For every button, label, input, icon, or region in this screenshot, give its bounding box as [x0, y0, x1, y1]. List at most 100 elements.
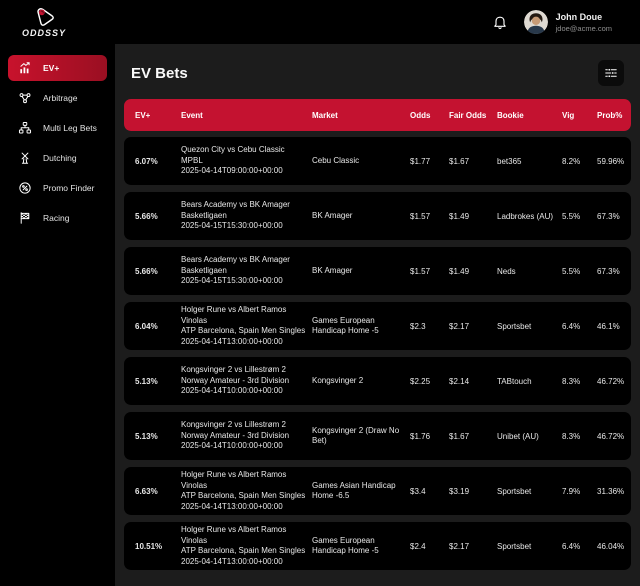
sidebar-item-label: Arbitrage — [43, 93, 78, 103]
bookie-cell: Neds — [497, 266, 516, 276]
bookie-cell: Sportsbet — [497, 486, 532, 496]
table-row[interactable]: 10.51% Holger Rune vs Albert Ramos Vinol… — [124, 522, 631, 570]
ev-cell: 5.66% — [135, 211, 158, 221]
page-title: EV Bets — [131, 64, 188, 82]
event-name: Holger Rune vs Albert Ramos Vinolas — [181, 525, 287, 545]
odds-cell: $1.57 — [410, 266, 431, 276]
event-name: Holger Rune vs Albert Ramos Vinolas — [181, 305, 287, 325]
event-cell: Kongsvinger 2 vs Lillestrøm 2 Norway Ama… — [181, 420, 312, 452]
topbar-right: John Doue jdoe@acme.com — [492, 10, 640, 34]
odds-cell: $2.3 — [410, 321, 426, 331]
prob-cell: 46.1% — [597, 321, 620, 331]
col-header-market: Market — [312, 110, 338, 120]
prob-cell: 31.36% — [597, 486, 625, 496]
col-header-event: Event — [181, 110, 203, 120]
market-cell: Cebu Classic — [312, 156, 360, 165]
market-cell: BK Amager — [312, 211, 353, 220]
prob-cell: 46.72% — [597, 376, 625, 386]
sidebar-item-promo-finder[interactable]: Promo Finder — [8, 175, 107, 201]
brand-logo[interactable]: ODDSSY — [22, 6, 66, 38]
fair-odds-cell: $1.49 — [449, 266, 470, 276]
fair-odds-cell: $1.49 — [449, 211, 470, 221]
ev-cell: 6.04% — [135, 321, 158, 331]
table-row[interactable]: 5.66% Bears Academy vs BK Amager Basketl… — [124, 192, 631, 240]
filter-settings-button[interactable] — [598, 60, 624, 86]
notifications-bell-icon[interactable] — [492, 14, 508, 30]
ev-chart-icon — [18, 61, 32, 75]
table-row[interactable]: 5.66% Bears Academy vs BK Amager Basketl… — [124, 247, 631, 295]
sidebar-item-label: Multi Leg Bets — [43, 123, 97, 133]
event-cell: Holger Rune vs Albert Ramos Vinolas ATP … — [181, 470, 312, 512]
ev-cell: 10.51% — [135, 541, 163, 551]
sliders-icon — [605, 68, 617, 78]
table-row[interactable]: 5.13% Kongsvinger 2 vs Lillestrøm 2 Norw… — [124, 412, 631, 460]
event-name: Kongsvinger 2 vs Lillestrøm 2 — [181, 420, 286, 430]
vig-cell: 8.2% — [562, 156, 581, 166]
bookie-cell: Sportsbet — [497, 321, 532, 331]
topbar: ODDSSY John Doue jdoe@acme.com — [0, 0, 640, 44]
ev-cell: 6.63% — [135, 486, 158, 496]
col-header-vig: Vig — [562, 110, 575, 120]
sidebar-item-ev-plus[interactable]: EV+ — [8, 55, 107, 81]
user-menu[interactable]: John Doue jdoe@acme.com — [523, 10, 612, 34]
event-time: 2025-04-14T13:00:00+00:00 — [181, 336, 283, 346]
event-cell: Bears Academy vs BK Amager Basketligaen … — [181, 255, 312, 287]
event-time: 2025-04-15T15:30:00+00:00 — [181, 221, 283, 231]
fair-odds-cell: $2.14 — [449, 376, 470, 386]
bookie-cell: TABtouch — [497, 376, 532, 386]
bookie-cell: Sportsbet — [497, 541, 532, 551]
avatar — [523, 10, 548, 34]
fair-odds-cell: $1.67 — [449, 156, 470, 166]
brand-name: ODDSSY — [22, 28, 67, 38]
sidebar-item-label: Promo Finder — [43, 183, 95, 193]
odds-cell: $1.57 — [410, 211, 431, 221]
oddssy-logo-icon — [37, 7, 54, 26]
prob-cell: 46.04% — [597, 541, 625, 551]
bookie-cell: Ladbrokes (AU) — [497, 211, 554, 221]
bookie-cell: bet365 — [497, 156, 522, 166]
table-header-row: EV+ Event Market Odds Fair Odds Bookie V… — [124, 99, 631, 131]
main-content: EV Bets EV+ Event Market Odds Fair Odds … — [115, 44, 640, 586]
event-name: Quezon City vs Cebu Classic — [181, 145, 285, 155]
sidebar: EV+ Arbitrage Multi Leg Bets Dutching Pr… — [0, 44, 115, 586]
table-row[interactable]: 5.13% Kongsvinger 2 vs Lillestrøm 2 Norw… — [124, 357, 631, 405]
sidebar-item-arbitrage[interactable]: Arbitrage — [8, 85, 107, 111]
vig-cell: 6.4% — [562, 321, 581, 331]
event-league: ATP Barcelona, Spain Men Singles — [181, 491, 306, 500]
vig-cell: 5.5% — [562, 266, 581, 276]
vig-cell: 8.3% — [562, 431, 581, 441]
sidebar-item-dutching[interactable]: Dutching — [8, 145, 107, 171]
vig-cell: 6.4% — [562, 541, 581, 551]
table-row[interactable]: 6.04% Holger Rune vs Albert Ramos Vinola… — [124, 302, 631, 350]
event-league: Basketligaen — [181, 265, 227, 275]
vig-cell: 8.3% — [562, 376, 581, 386]
ev-cell: 6.07% — [135, 156, 158, 166]
windmill-icon — [18, 151, 32, 165]
col-header-prob: Prob% — [597, 110, 623, 120]
sidebar-item-label: EV+ — [43, 63, 60, 73]
col-header-fair-odds: Fair Odds — [449, 110, 487, 120]
table-row[interactable]: 6.07% Quezon City vs Cebu Classic MPBL 2… — [124, 137, 631, 185]
user-text: John Doue jdoe@acme.com — [556, 12, 612, 33]
event-league: MPBL — [181, 155, 203, 165]
event-time: 2025-04-14T13:00:00+00:00 — [181, 556, 283, 566]
odds-cell: $1.76 — [410, 431, 431, 441]
event-cell: Holger Rune vs Albert Ramos Vinolas ATP … — [181, 525, 312, 567]
sidebar-item-racing[interactable]: Racing — [8, 205, 107, 231]
event-league: ATP Barcelona, Spain Men Singles — [181, 326, 306, 335]
checkered-flag-icon — [18, 211, 32, 225]
prob-cell: 59.96% — [597, 156, 625, 166]
market-cell: Kongsvinger 2 — [312, 376, 364, 385]
prob-cell: 46.72% — [597, 431, 625, 441]
hierarchy-icon — [18, 121, 32, 135]
sidebar-item-multi-leg-bets[interactable]: Multi Leg Bets — [8, 115, 107, 141]
event-league: ATP Barcelona, Spain Men Singles — [181, 546, 306, 555]
prob-cell: 67.3% — [597, 266, 620, 276]
event-cell: Bears Academy vs BK Amager Basketligaen … — [181, 200, 312, 232]
table-row[interactable]: 6.63% Holger Rune vs Albert Ramos Vinola… — [124, 467, 631, 515]
user-email: jdoe@acme.com — [555, 23, 612, 33]
odds-cell: $2.25 — [410, 376, 431, 386]
col-header-bookie: Bookie — [497, 110, 524, 120]
fair-odds-cell: $1.67 — [449, 431, 470, 441]
odds-cell: $1.77 — [410, 156, 431, 166]
